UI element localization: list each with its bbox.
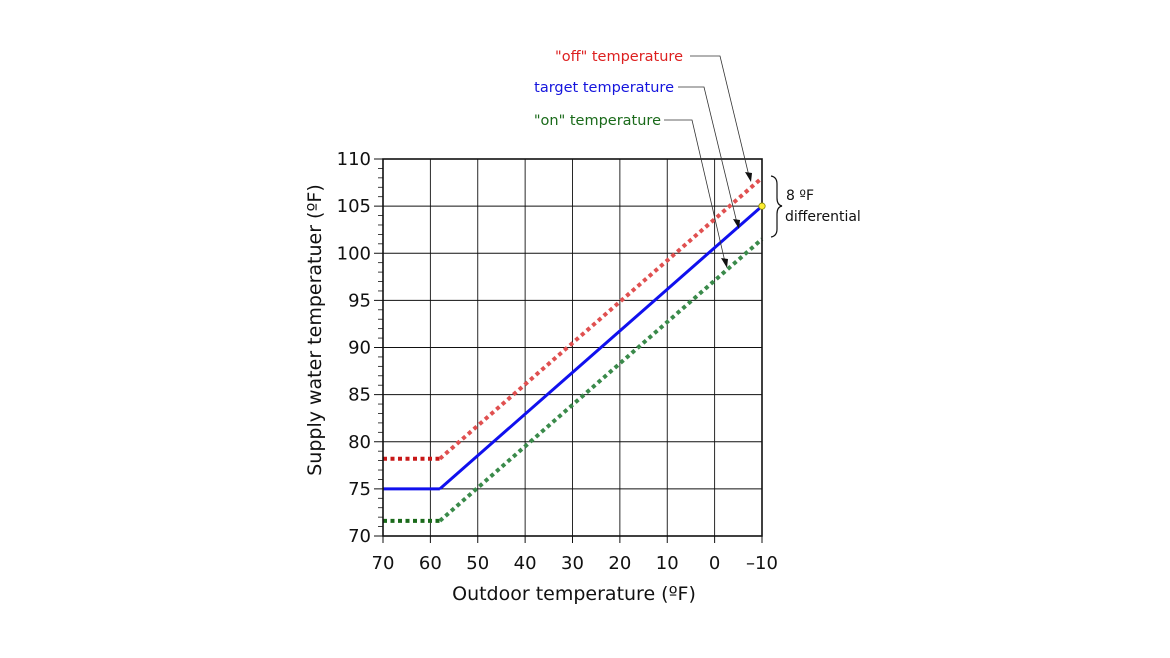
on-arrowhead: [721, 258, 728, 268]
y-tick-label: 110: [337, 149, 371, 170]
x-tick-labels: 70 60 50 40 30 20 10 0 –10: [372, 553, 778, 574]
x-tick-label: 40: [514, 553, 537, 574]
x-tick-label: 0: [709, 553, 720, 574]
y-tick-label: 85: [348, 385, 371, 406]
x-tick-label: 60: [419, 553, 442, 574]
y-tick-label: 105: [337, 196, 371, 217]
series-layer: [383, 176, 764, 523]
on-temperature-label: "on" temperature: [534, 113, 661, 129]
x-axis-title: Outdoor temperature (ºF): [452, 583, 696, 605]
y-tick-label: 70: [348, 526, 371, 547]
series-line-reset: [438, 176, 764, 461]
series-line-reset: [438, 204, 763, 491]
target-leader-line: [678, 86, 738, 224]
x-tick-label: 70: [372, 553, 395, 574]
y-tick-labels: 70 75 80 85 90 95 100 105 110: [337, 149, 371, 547]
y-tick-label: 75: [348, 479, 371, 500]
off-temperature-label: "off" temperature: [555, 49, 683, 65]
x-tick-label: 30: [561, 553, 584, 574]
minor-ticks: [374, 158, 763, 543]
leader-arrowheads: [721, 172, 752, 268]
x-tick-label: 50: [466, 553, 489, 574]
x-tick-label: 20: [608, 553, 631, 574]
leader-lines: [664, 55, 750, 263]
off-arrowhead: [745, 172, 752, 182]
x-tick-label: –10: [746, 553, 778, 574]
target-arrowhead: [733, 219, 740, 229]
y-tick-label: 90: [348, 338, 371, 359]
y-tick-label: 95: [348, 290, 371, 311]
differential-label: differential: [785, 209, 861, 225]
y-tick-label: 80: [348, 432, 371, 453]
target-endpoint-marker: [758, 202, 766, 210]
target-temperature-label: target temperature: [534, 80, 674, 96]
on-leader-line: [664, 119, 726, 263]
y-axis-title: Supply water temperatuer (ºF): [304, 184, 326, 476]
differential-brace: [770, 175, 783, 238]
x-tick-label: 10: [656, 553, 679, 574]
y-tick-label: 100: [337, 243, 371, 264]
series-line-reset: [438, 237, 764, 523]
plot-frame: [382, 158, 763, 537]
differential-value: 8 ºF: [786, 188, 814, 204]
grid: [382, 158, 763, 537]
off-leader-line: [690, 55, 750, 177]
